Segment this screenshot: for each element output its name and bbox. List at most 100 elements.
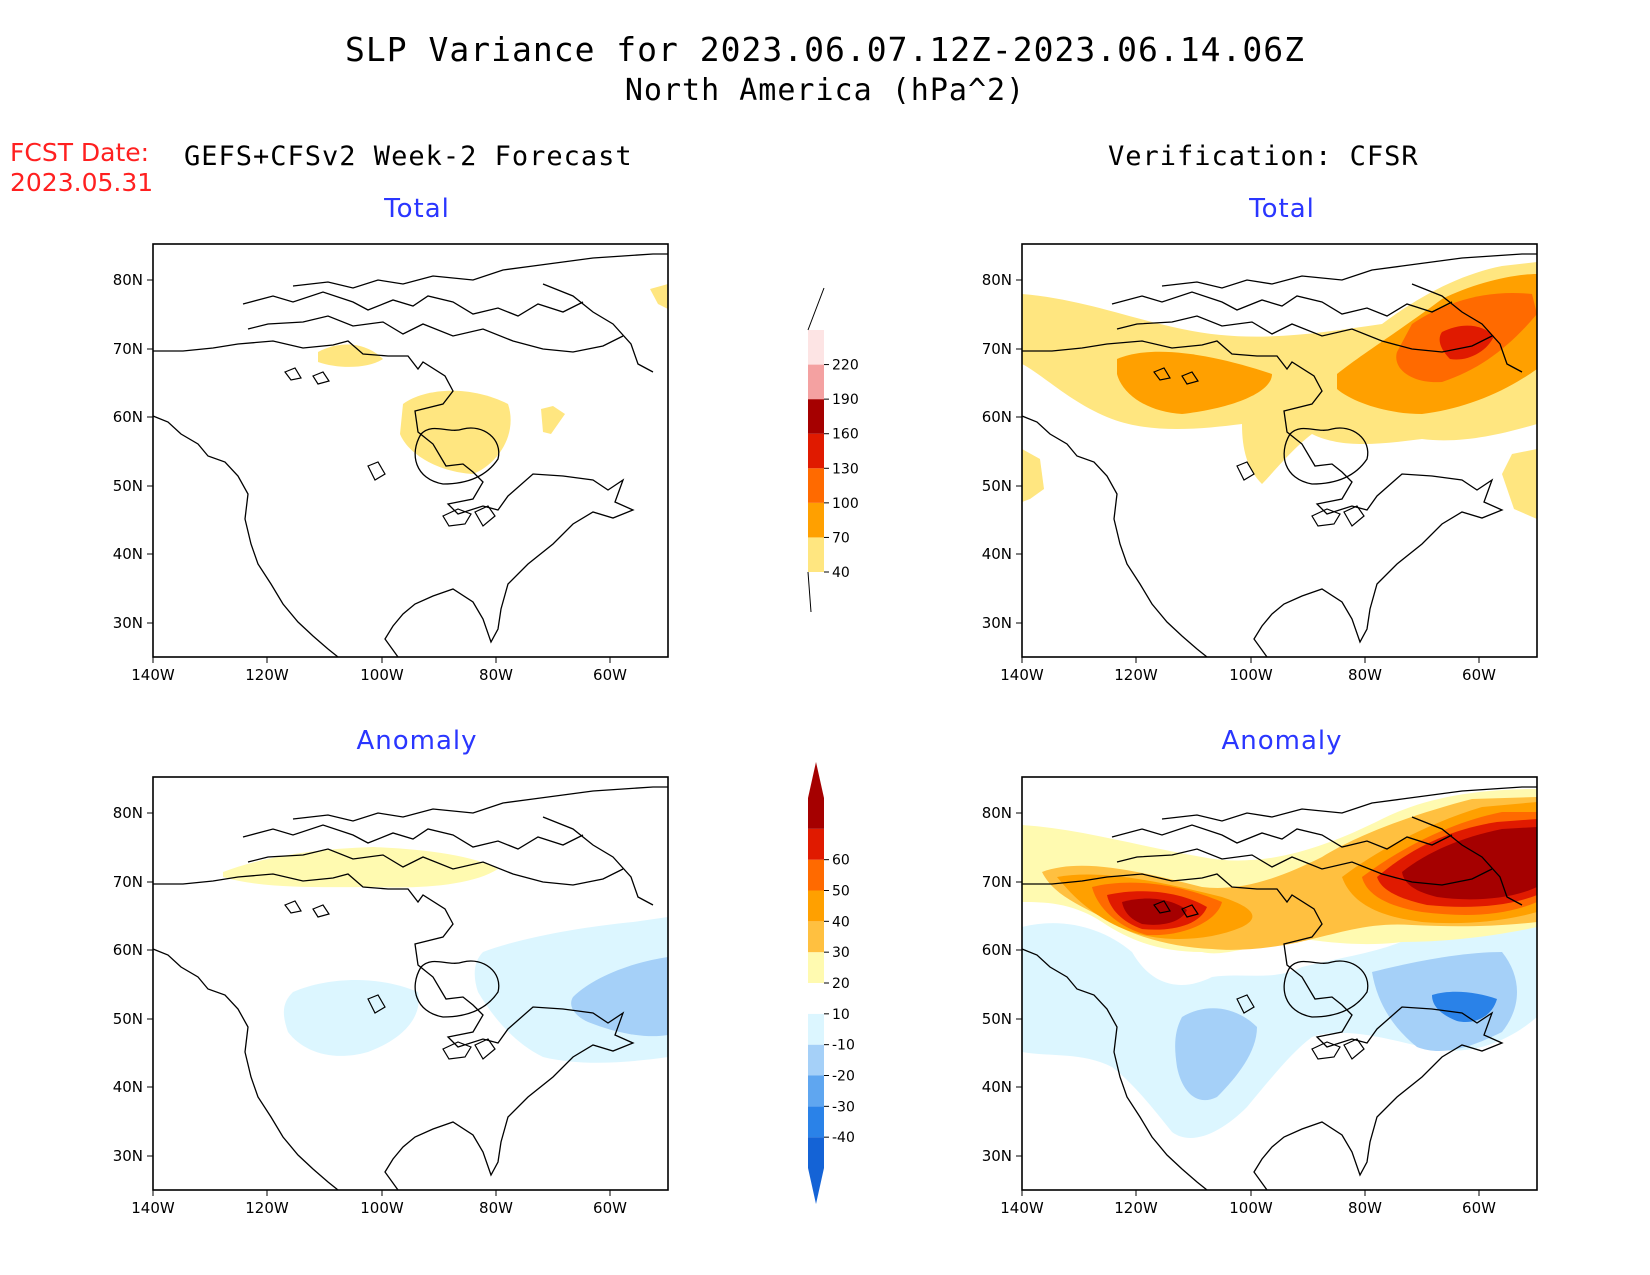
lat-tick-label: 30N: [113, 1147, 143, 1165]
lat-tick-label: 60N: [982, 941, 1012, 959]
map-fcst-anomaly: [146, 776, 669, 1197]
lon-tick-label: 100W: [360, 666, 404, 684]
shade-region: [571, 957, 668, 1037]
colorbar-segment: [808, 1044, 824, 1076]
lon-tick-label: 100W: [1229, 1199, 1273, 1217]
colorbar-arrow-top: [808, 762, 824, 798]
colorbar-label: 160: [832, 427, 859, 443]
colorbar-segment: [808, 330, 824, 365]
forecast-heading: GEFS+CFSv2 Week-2 Forecast: [184, 141, 633, 172]
colorbar-label: 60: [832, 853, 850, 869]
lat-tick-label: 50N: [113, 1010, 143, 1028]
colorbar-segment: [808, 890, 824, 922]
colorbar-segment: [808, 364, 824, 400]
lat-tick-label: 80N: [113, 271, 143, 289]
colorbar-label: 70: [832, 530, 850, 546]
shade-region: [1439, 325, 1494, 360]
lon-tick-label: 100W: [1229, 666, 1273, 684]
lon-tick-label: 120W: [245, 666, 289, 684]
colorbar-segment: [808, 433, 824, 469]
colorbar-segment: [808, 1013, 824, 1045]
shade-region: [1022, 449, 1044, 502]
lat-tick-label: 30N: [982, 614, 1012, 632]
panel-title-fcst-total: Total: [384, 194, 450, 224]
shade-region: [318, 344, 383, 367]
lon-tick-label: 80W: [1348, 1199, 1382, 1217]
lat-tick-label: 80N: [982, 271, 1012, 289]
lat-tick-label: 70N: [113, 873, 143, 891]
colorbar-label: 130: [832, 461, 859, 477]
lat-tick-label: 70N: [982, 340, 1012, 358]
lon-tick-label: 140W: [131, 666, 175, 684]
colorbar-segment: [808, 537, 824, 572]
lat-tick-label: 60N: [113, 941, 143, 959]
lon-tick-label: 60W: [593, 666, 627, 684]
colorbar-segment: [808, 859, 824, 891]
shade-region: [1432, 991, 1497, 1023]
colorbar-label: 40: [832, 565, 850, 581]
shade-region: [1175, 1008, 1257, 1101]
colorbar-label: 50: [832, 884, 850, 900]
map-verif-anomaly: [1015, 776, 1538, 1197]
colorbar-segment: [808, 468, 824, 503]
colorbar-label: 40: [832, 914, 850, 930]
lon-tick-label: 60W: [1462, 1199, 1496, 1217]
fcst-date-value: 2023.05.31: [10, 168, 154, 197]
colorbar-segment: [808, 1106, 824, 1138]
lon-tick-label: 120W: [1114, 666, 1158, 684]
lat-tick-label: 80N: [113, 804, 143, 822]
lon-tick-label: 60W: [1462, 666, 1496, 684]
lat-tick-label: 30N: [982, 1147, 1012, 1165]
lon-tick-label: 140W: [1000, 666, 1044, 684]
lon-tick-label: 60W: [593, 1199, 627, 1217]
colorbar-label: -30: [832, 1099, 855, 1115]
colorbar-segment: [808, 1075, 824, 1107]
lon-tick-label: 80W: [1348, 666, 1382, 684]
fcst-date-label: FCST Date:: [10, 138, 150, 167]
panel-title-fcst-anomaly: Anomaly: [356, 726, 478, 756]
colorbar-segment: [808, 399, 824, 434]
shade-region: [1502, 449, 1537, 519]
lat-tick-label: 30N: [113, 614, 143, 632]
colorbar-label: -20: [832, 1069, 855, 1085]
colorbar-segment: [808, 828, 824, 860]
lat-tick-label: 40N: [113, 545, 143, 563]
lat-tick-label: 50N: [982, 1010, 1012, 1028]
shade-region: [400, 390, 511, 474]
map-fcst-total: [146, 243, 669, 664]
shade-region: [1122, 898, 1187, 925]
colorbar-arrow-bottom: [808, 1168, 824, 1204]
colorbar-label: 220: [832, 358, 859, 374]
lat-tick-label: 70N: [982, 873, 1012, 891]
lat-tick-label: 60N: [982, 408, 1012, 426]
colorbar-total: 40 70 100 130 160 190 220: [807, 287, 859, 613]
colorbar-segment: [808, 502, 824, 538]
lon-tick-label: 120W: [245, 1199, 289, 1217]
verification-heading: Verification: CFSR: [1108, 141, 1419, 172]
lon-tick-label: 140W: [1000, 1199, 1044, 1217]
shade-region: [283, 979, 419, 1056]
figure-title: SLP Variance for 2023.06.07.12Z-2023.06.…: [345, 30, 1305, 69]
lat-tick-label: 70N: [113, 340, 143, 358]
colorbar-segment: [808, 1137, 824, 1168]
shade-region: [223, 847, 498, 888]
lat-tick-label: 40N: [113, 1078, 143, 1096]
colorbar-label: 20: [832, 976, 850, 992]
shade-region: [650, 284, 668, 309]
figure-subtitle: North America (hPa^2): [624, 73, 1026, 108]
colorbar-label: -10: [832, 1038, 855, 1054]
colorbar-label: -40: [832, 1130, 855, 1146]
lat-tick-label: 50N: [982, 477, 1012, 495]
colorbar-extension: [807, 287, 825, 613]
colorbar-segment: [808, 798, 824, 829]
shade-region: [541, 406, 565, 434]
lon-axis-labels: 140W 120W 100W 80W 60W 140W 120W 100W 80W 60W 140W…: [131, 666, 1496, 1217]
colorbar-segment: [808, 952, 824, 983]
colorbar-segment: [808, 921, 824, 953]
lon-tick-label: 120W: [1114, 1199, 1158, 1217]
lat-tick-label: 60N: [113, 408, 143, 426]
map-verif-total: [1015, 243, 1538, 664]
panel-title-verif-anomaly: Anomaly: [1221, 726, 1343, 756]
shade-region: [1117, 351, 1272, 414]
lat-axis-labels: 80N 70N 60N 50N 40N 30N 80N 70N 60N 50N 40N 30N 80N 7…: [113, 271, 1012, 1165]
